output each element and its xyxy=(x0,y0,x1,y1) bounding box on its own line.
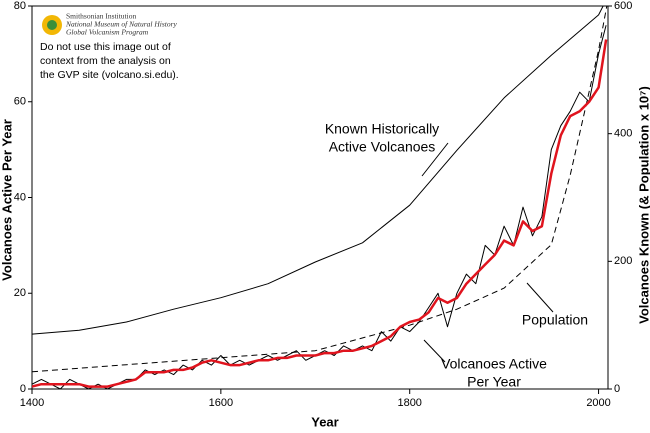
annotation: Known Historically xyxy=(325,121,439,137)
annotation-arrow xyxy=(421,142,449,177)
series-line xyxy=(32,39,608,388)
notice-text: the GVP site (volcano.si.edu). xyxy=(40,69,179,81)
x-tick-label: 1400 xyxy=(20,397,44,409)
y2-tick-label: 600 xyxy=(614,0,632,12)
y-tick-label: 80 xyxy=(14,0,26,12)
annotation-arrow xyxy=(526,282,554,313)
annotation: Per Year xyxy=(467,374,521,390)
annotation: Volcanoes Active xyxy=(441,356,547,372)
y2-axis-label: Volcanoes Known (& Population x 10⁷) xyxy=(636,86,650,324)
series-line xyxy=(32,6,604,335)
logo-icon xyxy=(42,15,62,35)
y2-tick-label: 0 xyxy=(614,383,620,395)
y-axis-label: Volcanoes Active Per Year xyxy=(0,119,14,281)
y2-tick-label: 400 xyxy=(614,128,632,140)
x-tick-label: 1600 xyxy=(209,397,233,409)
y2-tick-label: 200 xyxy=(614,255,632,267)
annotation: Population xyxy=(522,312,588,328)
y-tick-label: 20 xyxy=(14,287,26,299)
logo-text: Smithsonian Institution xyxy=(66,12,136,21)
annotation-arrow xyxy=(423,339,446,363)
logo-text: Global Volcanism Program xyxy=(66,28,149,37)
notice-text: Do not use this image out of xyxy=(40,41,171,53)
y-tick-label: 0 xyxy=(20,383,26,395)
plot-lines xyxy=(32,6,608,389)
x-axis-label: Year xyxy=(311,414,338,429)
notice-text: context from the analysis on xyxy=(40,55,171,67)
y-tick-label: 40 xyxy=(14,191,26,203)
y-tick-label: 60 xyxy=(14,96,26,108)
x-tick-label: 1800 xyxy=(397,397,421,409)
logo-text: National Museum of Natural History xyxy=(65,20,178,29)
series-line xyxy=(32,6,608,373)
annotation: Active Volcanoes xyxy=(329,139,436,155)
x-tick-label: 2000 xyxy=(586,397,610,409)
